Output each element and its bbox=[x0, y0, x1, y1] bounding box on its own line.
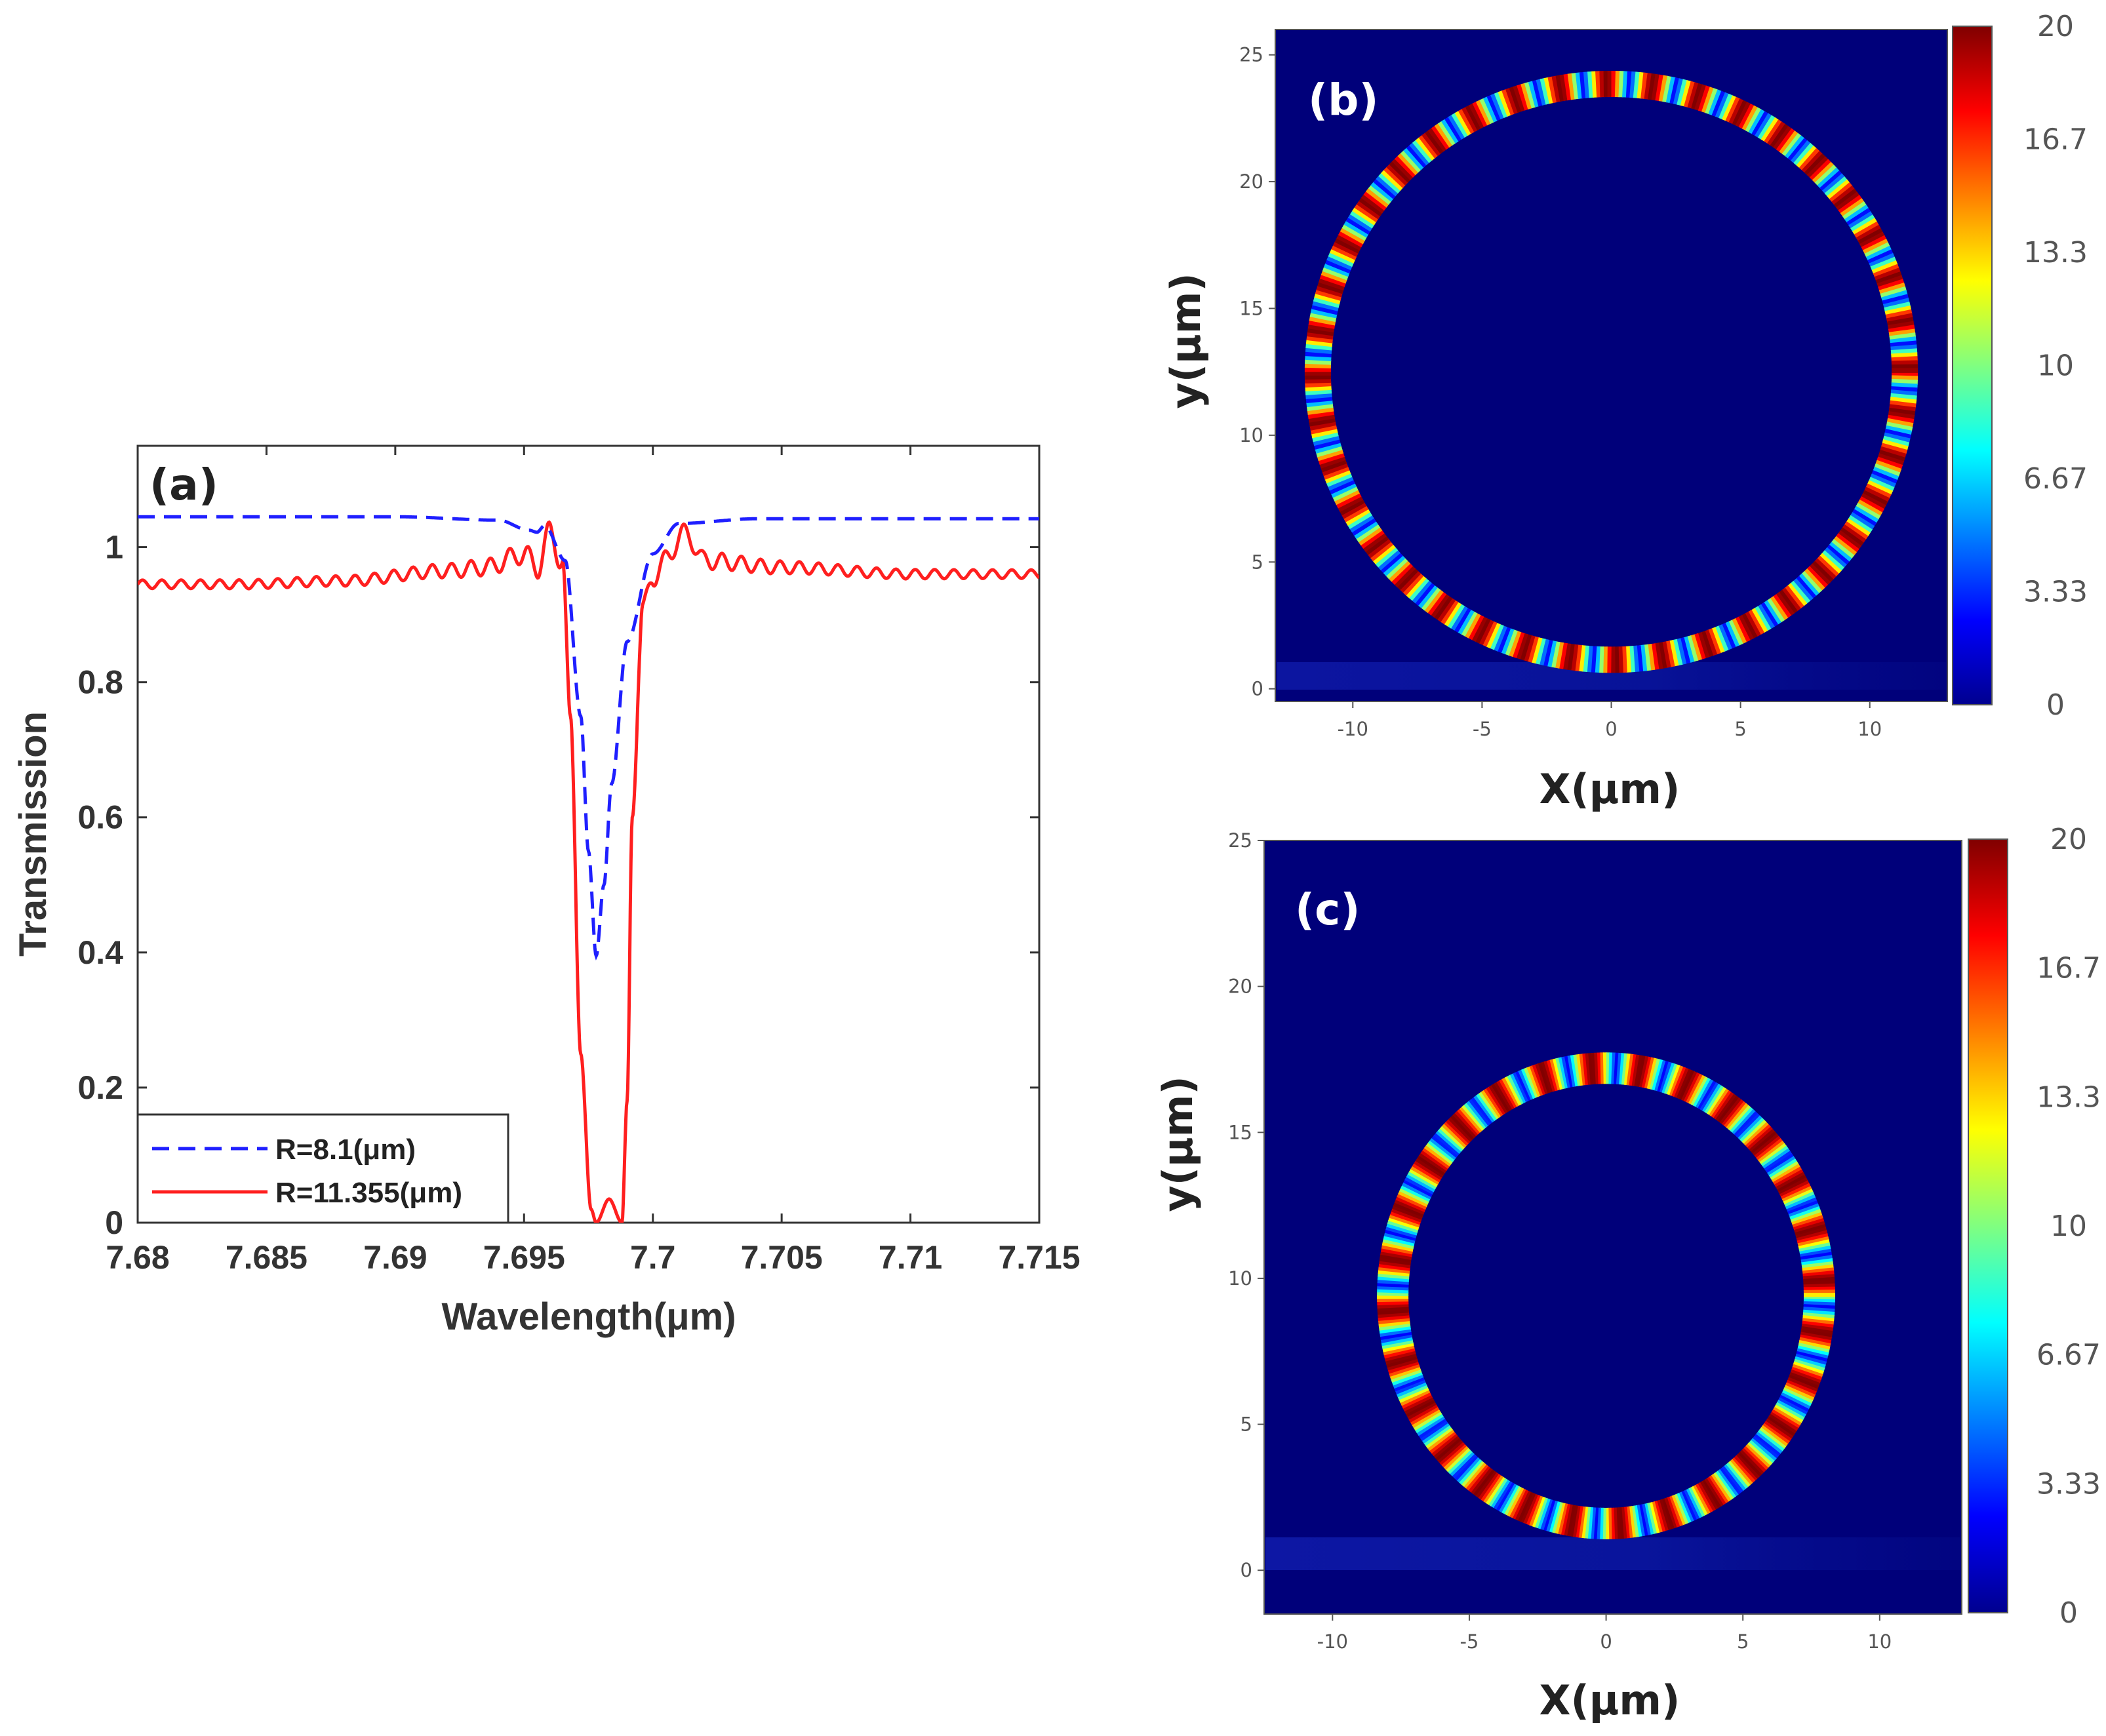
map-y-tick-label: 5 bbox=[1252, 551, 1263, 573]
panel-b-y-axis-title: y(μm) bbox=[1162, 273, 1210, 408]
panel-b-x-ticks: -10 -5 0 5 10 bbox=[1338, 701, 1882, 740]
map-x-tick-label: 0 bbox=[1600, 1630, 1612, 1653]
y-tick-label: 0.6 bbox=[77, 799, 123, 836]
map-x-tick-label: 5 bbox=[1734, 718, 1746, 740]
panel-a-x-ticks: 7.68 7.685 7.69 7.695 7.7 7.705 7.71 7.715 bbox=[106, 446, 1081, 1276]
colorbar-tick-label: 0 bbox=[2059, 1596, 2078, 1630]
legend-label-r-8-1: R=8.1(μm) bbox=[275, 1134, 416, 1166]
colorbar-tick-label: 6.67 bbox=[2023, 462, 2088, 496]
map-y-tick-label: 20 bbox=[1239, 170, 1263, 193]
colorbar-tick-label: 10 bbox=[2037, 349, 2074, 383]
panel-b-ring-resonator bbox=[1304, 71, 1918, 673]
panel-c-waveguide-glow bbox=[1265, 1537, 1960, 1570]
colorbar-tick-label: 13.3 bbox=[2023, 236, 2088, 269]
colorbar-tick-label: 6.67 bbox=[2036, 1339, 2101, 1372]
colorbar-tick-label: 3.33 bbox=[2036, 1467, 2101, 1501]
panel-b-colorbar: 0 3.33 6.67 10 13.3 16.7 20 bbox=[1952, 10, 2088, 722]
panel-a-x-axis-title: Wavelength(μm) bbox=[441, 1295, 736, 1338]
map-y-tick-label: 5 bbox=[1241, 1413, 1252, 1436]
map-y-tick-label: 15 bbox=[1228, 1121, 1252, 1143]
map-y-tick-label: 10 bbox=[1239, 424, 1263, 446]
colorbar-tick-label: 13.3 bbox=[2036, 1080, 2101, 1114]
panel-a-y-ticks: 0 0.2 0.4 0.6 0.8 1 bbox=[77, 529, 1039, 1241]
panel-b-y-ticks: 0 5 10 15 20 25 bbox=[1239, 44, 1275, 700]
panel-b-label: (b) bbox=[1308, 75, 1379, 125]
panel-c-ring-resonator bbox=[1377, 1052, 1835, 1539]
colorbar-tick-label: 16.7 bbox=[2023, 123, 2088, 157]
map-x-tick-label: 0 bbox=[1605, 718, 1617, 740]
colorbar-tick-label: 16.7 bbox=[2036, 952, 2101, 985]
panel-a-y-axis-title: Transmission bbox=[12, 711, 54, 957]
y-tick-label: 0.2 bbox=[77, 1069, 123, 1106]
panel-c-colorbar-gradient bbox=[1968, 838, 2008, 1613]
panel-a-label: (a) bbox=[149, 460, 218, 510]
panel-b-x-axis-title: X(μm) bbox=[1540, 765, 1680, 813]
map-x-tick-label: -10 bbox=[1317, 1630, 1348, 1653]
panel-b-field-map: -10 -5 0 5 10 0 5 10 15 20 25 (b) X(μm) y(μm) 0 3.… bbox=[1162, 10, 2088, 813]
panel-b-map-background bbox=[1275, 29, 1948, 702]
y-tick-label: 0.4 bbox=[77, 934, 123, 971]
panel-c-colorbar-ticks: 0 3.33 6.67 10 13.3 16.7 20 bbox=[2036, 823, 2101, 1630]
panel-a-transmission-chart: 7.68 7.685 7.69 7.695 7.7 7.705 7.71 7.715 0 0.2… bbox=[12, 444, 1081, 1338]
panel-c-y-axis-title: y(μm) bbox=[1154, 1076, 1202, 1212]
panel-c-colorbar: 0 3.33 6.67 10 13.3 16.7 20 bbox=[1968, 823, 2101, 1630]
map-y-tick-label: 25 bbox=[1228, 829, 1252, 852]
x-tick-label: 7.69 bbox=[363, 1239, 427, 1276]
panel-c-map-background bbox=[1263, 840, 1962, 1615]
map-y-tick-label: 0 bbox=[1252, 678, 1263, 700]
x-tick-label: 7.7 bbox=[630, 1239, 676, 1276]
map-x-tick-label: 10 bbox=[1858, 718, 1882, 740]
map-y-tick-label: 20 bbox=[1228, 976, 1252, 998]
colorbar-tick-label: 10 bbox=[2050, 1210, 2087, 1243]
panel-c-x-ticks: -10 -5 0 5 10 bbox=[1317, 1614, 1892, 1653]
y-tick-label: 1 bbox=[105, 529, 123, 566]
map-x-tick-label: -5 bbox=[1460, 1630, 1479, 1653]
x-tick-label: 7.685 bbox=[226, 1239, 308, 1276]
panel-a-legend: R=8.1(μm) R=11.355(μm) bbox=[136, 1113, 509, 1224]
x-tick-label: 7.695 bbox=[483, 1239, 565, 1276]
y-tick-label: 0.8 bbox=[77, 664, 123, 701]
panel-a-plot-area bbox=[136, 444, 1041, 1224]
map-y-tick-label: 15 bbox=[1239, 297, 1263, 319]
panel-c-label: (c) bbox=[1295, 884, 1360, 935]
colorbar-tick-label: 3.33 bbox=[2023, 576, 2088, 609]
y-tick-label: 0 bbox=[105, 1204, 123, 1241]
map-y-tick-label: 0 bbox=[1241, 1559, 1252, 1581]
series-line-r-11-355 bbox=[138, 520, 1039, 1223]
colorbar-tick-label: 0 bbox=[2046, 688, 2065, 722]
map-x-tick-label: -5 bbox=[1473, 718, 1492, 740]
x-tick-label: 7.68 bbox=[106, 1239, 169, 1276]
legend-label-r-11-355: R=11.355(μm) bbox=[275, 1177, 462, 1209]
legend-box bbox=[136, 1113, 509, 1224]
map-y-tick-label: 25 bbox=[1239, 44, 1263, 66]
map-y-tick-label: 10 bbox=[1228, 1267, 1252, 1290]
x-tick-label: 7.71 bbox=[879, 1239, 942, 1276]
colorbar-tick-label: 20 bbox=[2050, 823, 2087, 856]
panel-b-colorbar-gradient bbox=[1952, 26, 1993, 705]
series-line-r-8-1 bbox=[138, 515, 1039, 960]
panel-c-field-map: -10 -5 0 5 10 0 5 10 15 20 25 (c) X(μm) y(μm) 0 3.… bbox=[1154, 823, 2101, 1724]
x-tick-label: 7.715 bbox=[998, 1239, 1080, 1276]
map-x-tick-label: 5 bbox=[1737, 1630, 1749, 1653]
panel-c-y-ticks: 0 5 10 15 20 25 bbox=[1228, 829, 1264, 1581]
x-tick-label: 7.705 bbox=[741, 1239, 823, 1276]
panel-c-x-axis-title: X(μm) bbox=[1540, 1676, 1680, 1724]
map-x-tick-label: -10 bbox=[1338, 718, 1368, 740]
panel-b-colorbar-ticks: 0 3.33 6.67 10 13.3 16.7 20 bbox=[2023, 10, 2088, 722]
colorbar-tick-label: 20 bbox=[2037, 10, 2074, 43]
map-x-tick-label: 10 bbox=[1867, 1630, 1892, 1653]
